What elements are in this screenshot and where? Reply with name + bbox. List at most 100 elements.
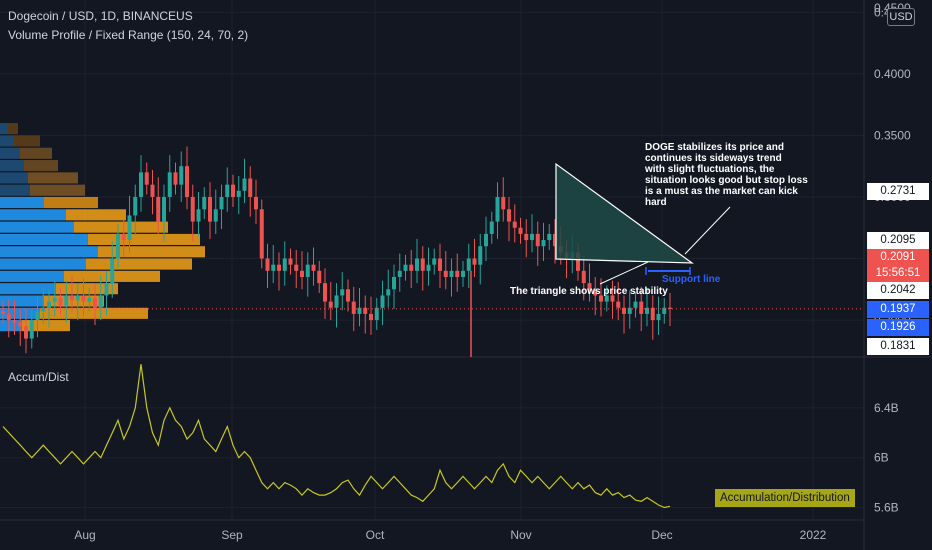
candle bbox=[150, 169, 155, 215]
candle-body bbox=[277, 264, 281, 271]
candle bbox=[305, 252, 310, 297]
candle-body bbox=[363, 307, 368, 314]
candle-body bbox=[300, 270, 304, 277]
candle-body bbox=[18, 322, 23, 327]
candle bbox=[501, 177, 506, 222]
candle bbox=[231, 174, 235, 207]
candle-body bbox=[403, 264, 408, 271]
triangle-note: The triangle shows price stability bbox=[510, 286, 668, 297]
time-tick-label: Sep bbox=[221, 528, 243, 542]
candle bbox=[489, 211, 494, 244]
candle-body bbox=[254, 196, 258, 210]
candle-body bbox=[346, 289, 350, 302]
main-note-line: situation looks good but stop loss bbox=[645, 175, 808, 186]
candle bbox=[478, 233, 483, 285]
candle-body bbox=[518, 227, 523, 234]
candle bbox=[317, 260, 322, 293]
candle-body bbox=[478, 246, 483, 265]
price-tag-0-1831: 0.1831 bbox=[867, 338, 929, 355]
candle-body bbox=[507, 209, 511, 222]
candle bbox=[70, 275, 74, 313]
candle bbox=[662, 297, 667, 324]
candle-body bbox=[535, 233, 540, 247]
candle-body bbox=[144, 172, 149, 185]
candle-body bbox=[553, 233, 557, 247]
candle-body bbox=[530, 233, 534, 241]
candle-body bbox=[24, 326, 28, 339]
candle-body bbox=[357, 307, 362, 314]
candle-body bbox=[190, 196, 195, 222]
candle-body bbox=[208, 196, 212, 222]
candle-body bbox=[317, 270, 322, 284]
volume-profile-bar bbox=[14, 135, 40, 147]
candle-body bbox=[420, 258, 425, 271]
volume-profile-bar bbox=[0, 209, 66, 221]
candle bbox=[29, 310, 34, 349]
candle bbox=[87, 288, 92, 312]
time-tick-label: 2022 bbox=[800, 528, 827, 542]
candle bbox=[633, 291, 638, 318]
candle bbox=[242, 158, 247, 204]
volume-profile-bar bbox=[0, 196, 44, 209]
symbol-title: Dogecoin / USD, 1D, BINANCEUS bbox=[8, 9, 193, 23]
currency-button[interactable]: USD bbox=[887, 8, 915, 26]
candle-body bbox=[70, 295, 74, 301]
candle bbox=[58, 288, 63, 316]
candle bbox=[386, 269, 391, 308]
candle bbox=[41, 288, 46, 324]
candle-body bbox=[512, 221, 517, 228]
candle-body bbox=[121, 233, 126, 241]
candle-body bbox=[495, 196, 500, 222]
candle-body bbox=[461, 270, 465, 277]
candle bbox=[294, 249, 299, 289]
candle-body bbox=[484, 233, 488, 247]
candle bbox=[219, 184, 224, 229]
candle-body bbox=[162, 196, 166, 222]
candle bbox=[162, 184, 166, 242]
candle bbox=[409, 249, 414, 289]
volume-profile-bar bbox=[24, 160, 58, 172]
candle bbox=[208, 182, 212, 239]
candle bbox=[328, 281, 333, 321]
candle bbox=[104, 270, 109, 316]
candle-body bbox=[397, 270, 402, 277]
candle-body bbox=[334, 295, 339, 308]
volume-profile-bar bbox=[0, 135, 14, 147]
candle bbox=[288, 248, 293, 275]
main-note-line: is a must as the market can kick bbox=[645, 186, 798, 197]
volume-profile-bar bbox=[66, 209, 126, 221]
candle bbox=[420, 246, 425, 291]
candle bbox=[213, 189, 218, 234]
candle-body bbox=[645, 307, 649, 314]
candles[interactable] bbox=[1, 146, 672, 354]
candle bbox=[98, 275, 103, 321]
candle-body bbox=[110, 258, 115, 284]
candle bbox=[340, 272, 345, 311]
candle bbox=[144, 162, 149, 195]
candle bbox=[12, 300, 17, 335]
candle bbox=[553, 219, 557, 264]
volume-profile-bar bbox=[0, 258, 86, 270]
candle bbox=[547, 224, 552, 250]
candle bbox=[93, 283, 97, 325]
candle-body bbox=[173, 172, 178, 185]
candle bbox=[116, 224, 120, 269]
volume-profile-bar bbox=[86, 258, 192, 270]
candle-body bbox=[202, 196, 207, 210]
candle-body bbox=[196, 209, 201, 222]
candle-body bbox=[449, 270, 454, 277]
candle-body bbox=[305, 264, 310, 277]
volume-profile-bar bbox=[40, 307, 148, 319]
candle bbox=[167, 155, 172, 212]
candle bbox=[443, 251, 448, 290]
candle-body bbox=[610, 295, 615, 302]
candle bbox=[52, 280, 57, 317]
candle-body bbox=[64, 295, 69, 306]
volume-profile-bar bbox=[56, 283, 118, 295]
candle bbox=[24, 308, 28, 354]
candle-body bbox=[185, 166, 189, 197]
main-note-line: continues its sideways trend bbox=[645, 153, 782, 164]
candle-body bbox=[622, 307, 626, 314]
candle bbox=[300, 251, 304, 290]
triangle-note-pointer bbox=[599, 261, 649, 285]
